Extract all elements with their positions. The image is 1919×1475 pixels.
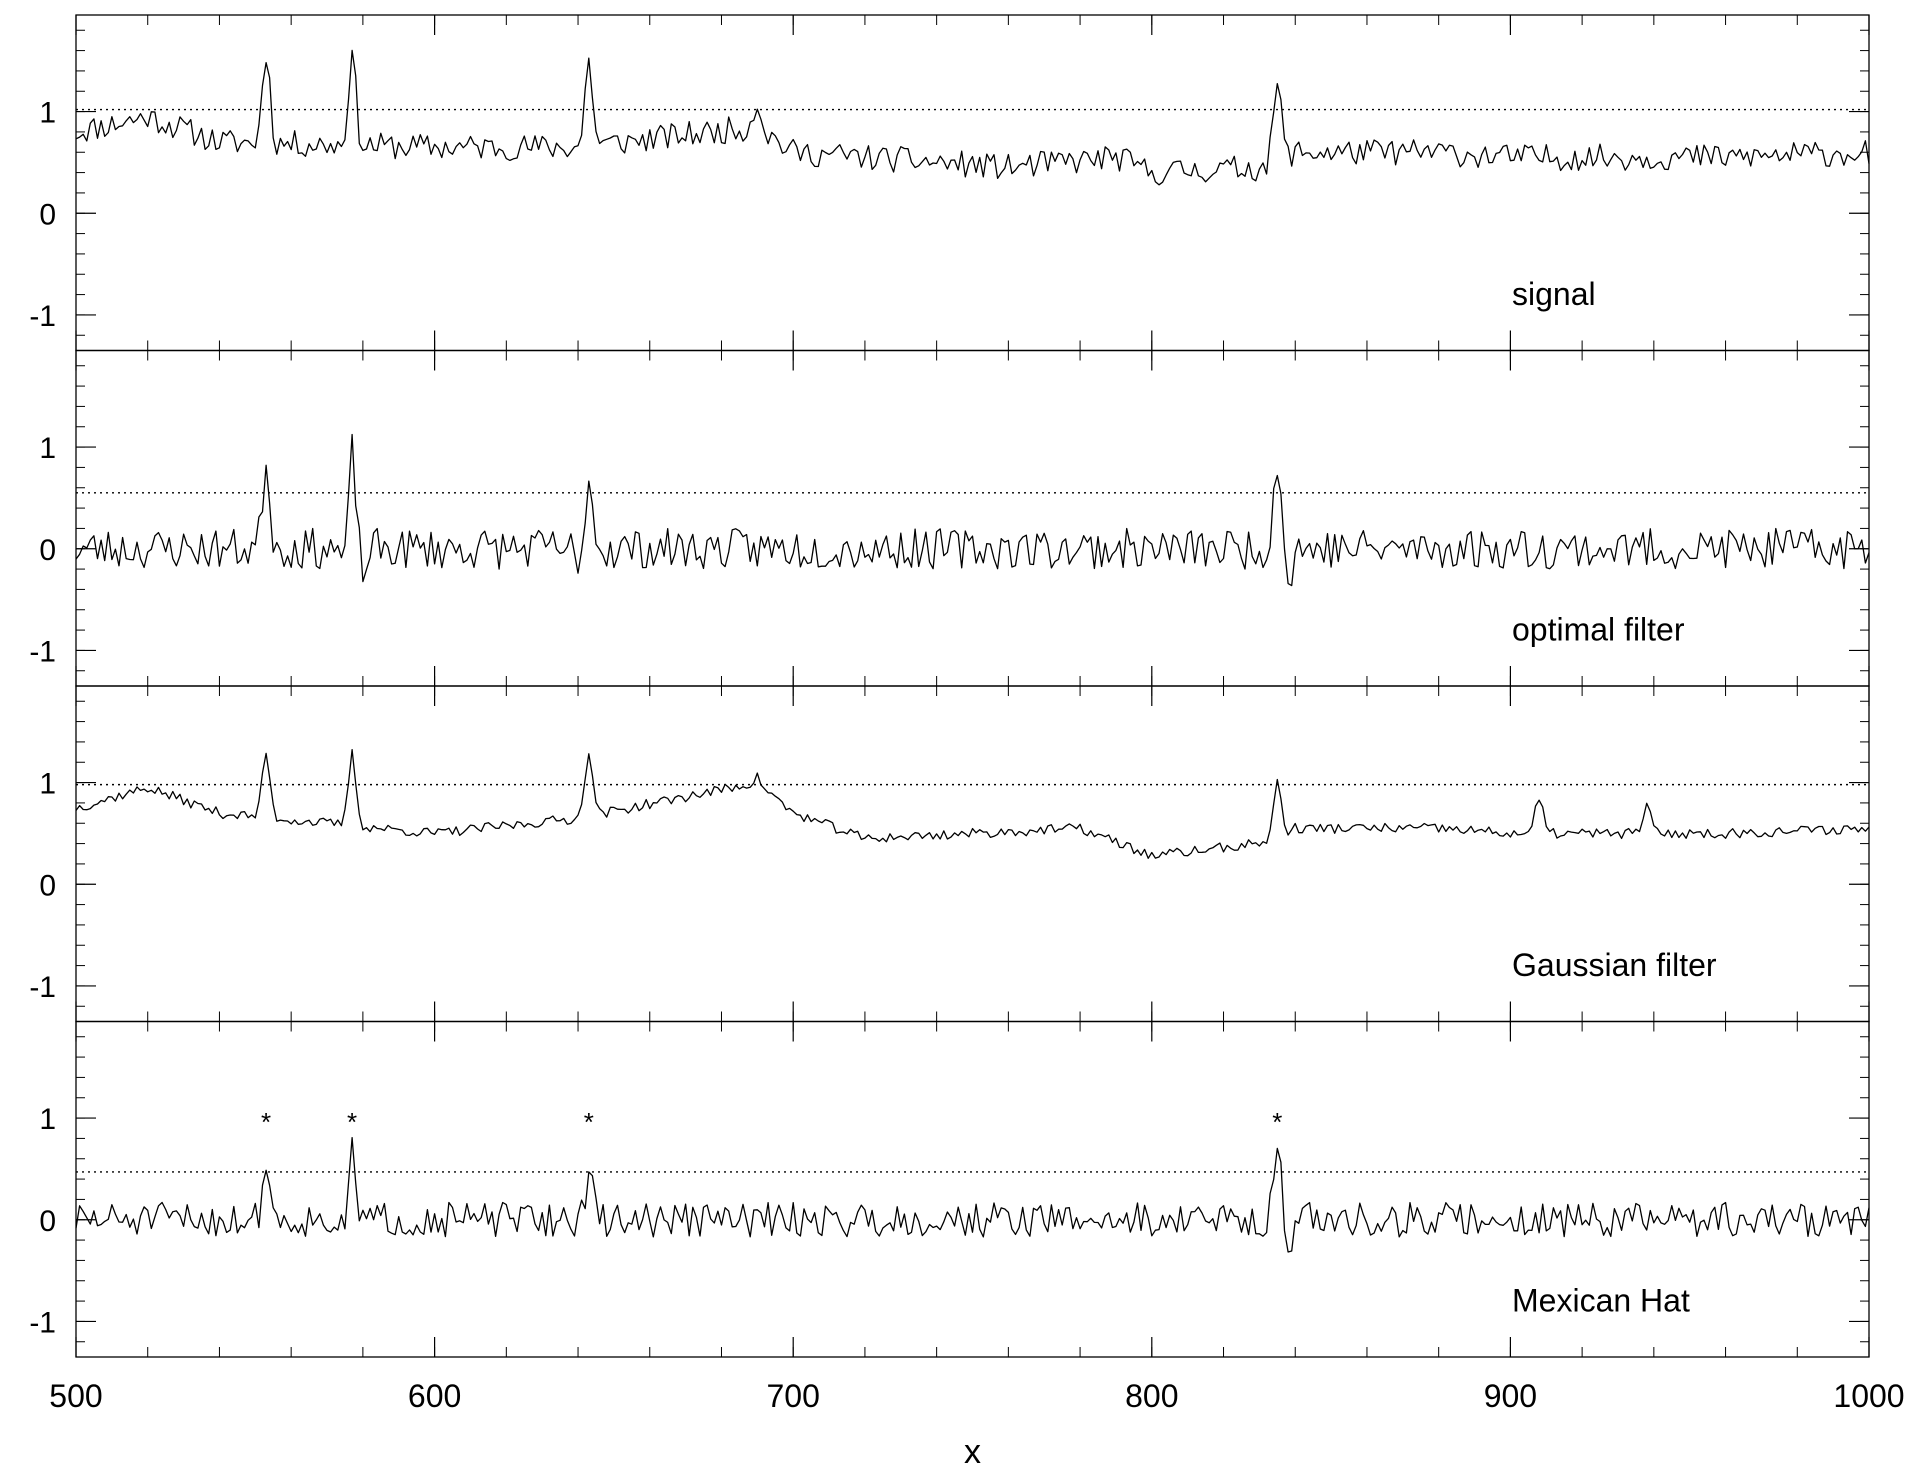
- x-tick-label: 700: [767, 1378, 820, 1414]
- y-tick-label: 1: [39, 97, 56, 130]
- detection-marker: *: [261, 1107, 271, 1137]
- y-tick-label: 1: [39, 768, 56, 801]
- panel-optimal-filter: -1 0 1 optimal filter: [29, 349, 1870, 687]
- detection-marker: *: [584, 1107, 594, 1137]
- panel-frame: [75, 1020, 1870, 1358]
- x-tick-label: 500: [49, 1378, 102, 1414]
- panel-frame: [75, 14, 1870, 352]
- x-tick-label: 900: [1484, 1378, 1537, 1414]
- y-tick-label: 1: [39, 432, 56, 465]
- x-tick-label: 1000: [1833, 1378, 1904, 1414]
- panel-label: signal: [1512, 276, 1596, 312]
- panel-signal: -1 0 1 signal: [29, 14, 1870, 352]
- y-tick-label: -1: [29, 635, 56, 668]
- series-line: [75, 49, 1870, 186]
- y-tick-label: 0: [39, 869, 56, 902]
- y-tick-label: 0: [39, 534, 56, 567]
- x-axis: 500 600 700 800 900 1000 x: [49, 1378, 1904, 1471]
- x-tick-label: 600: [408, 1378, 461, 1414]
- y-tick-label: -1: [29, 300, 56, 333]
- series-line: [75, 749, 1870, 859]
- detection-marker: *: [1272, 1107, 1282, 1137]
- panel-label: Gaussian filter: [1512, 947, 1717, 983]
- series-line: [75, 1137, 1870, 1253]
- y-tick-label: 0: [39, 198, 56, 231]
- panel-label: optimal filter: [1512, 611, 1685, 647]
- y-tick-label: -1: [29, 1306, 56, 1339]
- detection-marker: *: [347, 1107, 357, 1137]
- series-line: [75, 433, 1870, 587]
- y-tick-label: 1: [39, 1103, 56, 1136]
- y-tick-label: 0: [39, 1205, 56, 1238]
- y-tick-label: -1: [29, 971, 56, 1004]
- panel-mexican-hat: -1 0 1 * * * * Mexican Hat: [29, 1020, 1870, 1358]
- panel-label: Mexican Hat: [1512, 1282, 1690, 1318]
- x-axis-label: x: [964, 1433, 981, 1471]
- x-tick-label: 800: [1125, 1378, 1178, 1414]
- panels: -1 0 1 signal -1 0 1 optimal filter -1 0 1 Gaussian…: [29, 14, 1870, 1358]
- panel-gaussian-filter: -1 0 1 Gaussian filter: [29, 685, 1870, 1023]
